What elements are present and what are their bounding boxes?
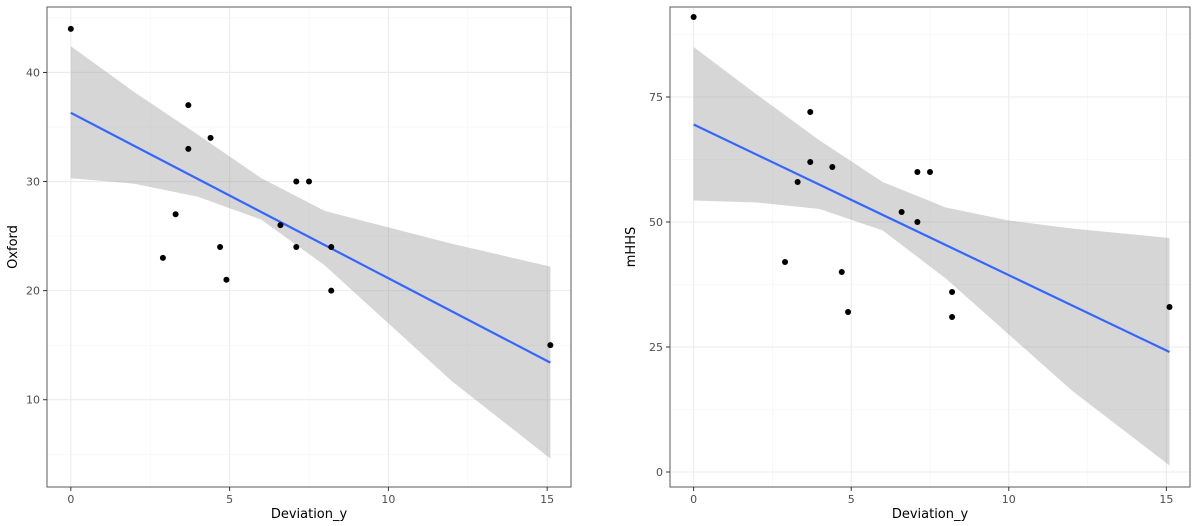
mhhs-data-point (949, 314, 956, 320)
mhhs-y-axis-title: mHHS (624, 227, 639, 267)
oxford-x-axis-title: Deviation_y (271, 507, 348, 522)
mhhs-data-points (690, 14, 1173, 320)
oxford-data-point (547, 342, 554, 349)
mhhs-x-tick-label: 5 (848, 493, 855, 506)
oxford-chart-panel: 0 5 10 15 10 20 30 40 Deviation_y Oxford (6, 6, 572, 522)
mhhs-data-point (1166, 304, 1173, 310)
oxford-x-tick-label: 0 (67, 493, 74, 506)
mhhs-regression-line (693, 123, 1170, 353)
mhhs-y-tick-label: 75 (649, 91, 663, 104)
oxford-y-tick-label: 20 (26, 285, 40, 298)
mhhs-data-point (807, 159, 814, 165)
mhhs-panel-border (669, 6, 1191, 488)
mhhs-x-tick-label: 0 (690, 493, 697, 506)
oxford-y-axis-ticks: 10 20 30 40 (26, 66, 47, 407)
mhhs-x-tick-label: 15 (1159, 493, 1173, 506)
oxford-x-tick-label: 5 (226, 493, 233, 506)
oxford-regression-line (70, 111, 551, 364)
oxford-data-point (207, 134, 214, 141)
mhhs-gridlines (670, 7, 1190, 487)
mhhs-confidence-band (693, 47, 1170, 466)
oxford-x-tick-label: 15 (540, 493, 554, 506)
oxford-data-point (306, 178, 312, 185)
mhhs-x-axis-title: Deviation_y (892, 507, 969, 522)
oxford-data-point (223, 276, 230, 283)
oxford-data-point (293, 244, 300, 250)
mhhs-y-axis-ticks: 0 25 50 75 (649, 91, 670, 479)
oxford-y-axis-title: Oxford (6, 225, 21, 269)
mhhs-data-point (949, 289, 956, 295)
mhhs-data-point (845, 309, 852, 315)
mhhs-data-point (898, 209, 905, 215)
oxford-data-point (185, 102, 192, 109)
oxford-data-point (293, 178, 300, 185)
oxford-panel-border (46, 6, 572, 488)
oxford-x-axis-ticks: 0 5 10 15 (67, 487, 554, 506)
oxford-y-tick-label: 10 (26, 394, 40, 407)
oxford-data-point (217, 244, 224, 250)
mhhs-data-point (690, 14, 697, 20)
oxford-data-point (328, 244, 335, 250)
oxford-data-point (277, 222, 284, 229)
oxford-data-point (159, 254, 166, 261)
oxford-data-point (328, 287, 335, 294)
mhhs-data-point (914, 169, 921, 175)
mhhs-x-tick-label: 10 (1002, 493, 1016, 506)
oxford-y-tick-label: 30 (26, 176, 40, 189)
mhhs-data-point (782, 259, 789, 265)
mhhs-data-point (914, 219, 921, 225)
mhhs-y-tick-label: 0 (656, 466, 663, 479)
mhhs-data-point (838, 269, 845, 275)
mhhs-data-point (829, 164, 836, 170)
oxford-data-point (172, 211, 179, 218)
oxford-x-tick-label: 10 (381, 493, 395, 506)
oxford-data-points (67, 25, 554, 349)
oxford-data-point (67, 25, 74, 32)
mhhs-y-tick-label: 25 (649, 341, 663, 354)
oxford-y-tick-label: 40 (26, 66, 40, 79)
mhhs-data-point (794, 179, 801, 185)
mhhs-data-point (927, 169, 933, 175)
mhhs-data-point (807, 109, 814, 115)
oxford-data-point (185, 145, 192, 152)
mhhs-x-axis-ticks: 0 5 10 15 (690, 487, 1173, 506)
mhhs-chart-panel: 0 5 10 15 0 25 50 75 Deviation_y mHHS (624, 6, 1191, 522)
mhhs-y-tick-label: 50 (649, 216, 663, 229)
